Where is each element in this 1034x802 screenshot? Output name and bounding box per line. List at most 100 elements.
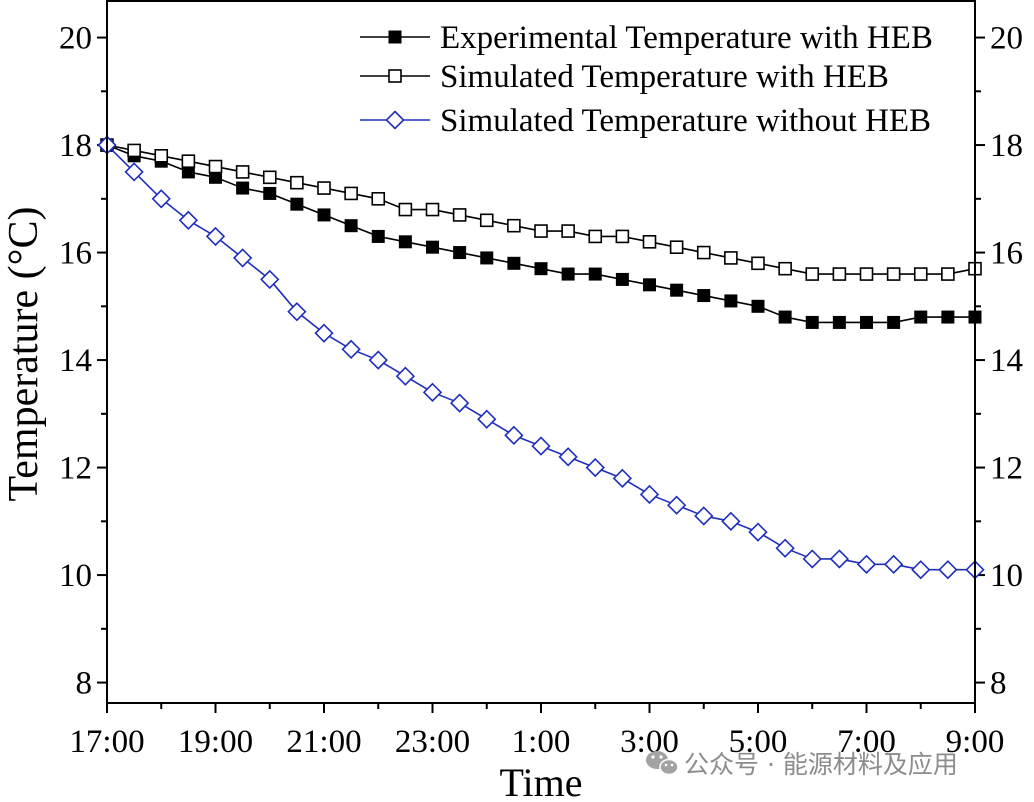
data-series [97, 135, 985, 580]
data-point-simulated-temperature-without-heb [721, 511, 741, 531]
plot-frame [106, 0, 976, 704]
wechat-icon-eye [670, 763, 674, 767]
legend-label-experimental-temperature-with-heb: Experimental Temperature with HEB [440, 20, 933, 56]
data-point-simulated-temperature-without-heb [639, 484, 660, 505]
legend-item-experimental-temperature-with-heb: Experimental Temperature with HEB [360, 20, 933, 56]
data-point-experimental-temperature-with-heb [805, 315, 819, 329]
y-tick-label-right: 18 [990, 128, 1023, 164]
data-point-simulated-temperature-without-heb [694, 506, 714, 526]
y-tick-label-right: 14 [990, 343, 1023, 379]
watermark: 公众号 · 能源材料及应用 [646, 750, 958, 779]
data-point-experimental-temperature-with-heb [751, 299, 765, 313]
x-tick-label: 9:00 [946, 724, 1005, 760]
x-tick-label: 5:00 [729, 724, 788, 760]
data-point-simulated-temperature-with-heb [371, 192, 386, 206]
data-point-simulated-temperature-with-heb [669, 240, 684, 254]
data-point-simulated-temperature-with-heb [751, 256, 765, 271]
y-tick-label-left: 14 [59, 343, 92, 379]
data-point-experimental-temperature-with-heb [426, 240, 439, 254]
data-point-experimental-temperature-with-heb [588, 267, 602, 281]
data-point-simulated-temperature-with-heb [696, 245, 711, 260]
data-point-experimental-temperature-with-heb [371, 229, 385, 243]
data-point-simulated-temperature-with-heb [127, 143, 141, 158]
data-point-simulated-temperature-without-heb [558, 447, 578, 467]
x-tick-label: 17:00 [69, 724, 144, 760]
y-tick-label-left: 20 [59, 21, 92, 57]
y-tick-label-right: 10 [990, 558, 1023, 594]
data-point-simulated-temperature-with-heb [588, 229, 603, 244]
data-point-experimental-temperature-with-heb [507, 256, 521, 270]
x-tick-label: 21:00 [286, 724, 361, 760]
data-point-simulated-temperature-without-heb [287, 302, 307, 322]
wechat-icon-eye [651, 755, 655, 759]
data-point-experimental-temperature-with-heb [941, 310, 955, 324]
legend-item-simulated-temperature-with-heb: Simulated Temperature with HEB [360, 59, 889, 95]
data-point-simulated-temperature-with-heb [724, 251, 738, 265]
data-point-simulated-temperature-with-heb [262, 170, 277, 185]
data-point-experimental-temperature-with-heb [670, 283, 684, 297]
wechat-icon-eye [659, 755, 663, 759]
data-point-simulated-temperature-with-heb [317, 181, 331, 195]
data-point-simulated-temperature-with-heb [235, 165, 250, 179]
data-point-experimental-temperature-with-heb [534, 262, 548, 276]
data-point-simulated-temperature-without-heb [314, 323, 334, 343]
data-point-simulated-temperature-without-heb [341, 339, 361, 359]
data-point-simulated-temperature-without-heb [883, 554, 904, 574]
data-point-experimental-temperature-with-heb [398, 235, 412, 249]
data-point-experimental-temperature-with-heb [263, 186, 277, 200]
wechat-icon [646, 751, 679, 776]
data-point-simulated-temperature-without-heb [477, 409, 497, 429]
data-point-simulated-temperature-without-heb [422, 382, 443, 402]
x-axis-title: Time [499, 760, 582, 802]
data-point-experimental-temperature-with-heb [778, 310, 792, 324]
data-point-experimental-temperature-with-heb [860, 315, 873, 329]
data-point-experimental-temperature-with-heb [643, 278, 656, 292]
x-tick-label: 7:00 [837, 724, 896, 760]
data-point-experimental-temperature-with-heb [615, 272, 629, 286]
data-point-simulated-temperature-with-heb [154, 149, 169, 163]
data-point-experimental-temperature-with-heb [344, 219, 358, 233]
data-point-simulated-temperature-without-heb [802, 549, 822, 569]
data-point-experimental-temperature-with-heb [887, 315, 901, 329]
data-point-experimental-temperature-with-heb [832, 315, 846, 329]
data-point-experimental-temperature-with-heb [236, 181, 250, 195]
data-point-experimental-temperature-with-heb [317, 208, 331, 222]
wechat-icon-bubble-small [659, 758, 679, 776]
data-point-experimental-temperature-with-heb [914, 310, 928, 324]
legend-marker-simulated-temperature-without-heb [385, 110, 405, 130]
y-tick-label-right: 16 [990, 236, 1023, 272]
data-point-simulated-temperature-with-heb [507, 218, 521, 233]
data-point-simulated-temperature-without-heb [504, 425, 524, 445]
data-point-simulated-temperature-with-heb [534, 224, 548, 238]
data-point-simulated-temperature-with-heb [208, 159, 223, 174]
legend-marker-simulated-temperature-with-heb [388, 69, 402, 83]
y-tick-label-left: 12 [59, 451, 92, 487]
data-point-simulated-temperature-with-heb [425, 202, 440, 217]
data-point-simulated-temperature-without-heb [178, 210, 199, 230]
x-tick-label: 23:00 [395, 724, 470, 760]
data-point-experimental-temperature-with-heb [561, 267, 575, 281]
data-point-simulated-temperature-with-heb [859, 267, 874, 281]
data-point-simulated-temperature-without-heb [260, 269, 280, 290]
data-point-simulated-temperature-without-heb [368, 350, 388, 370]
data-point-simulated-temperature-with-heb [290, 175, 304, 190]
data-point-simulated-temperature-with-heb [642, 235, 657, 249]
data-point-experimental-temperature-with-heb [290, 197, 304, 211]
data-point-simulated-temperature-with-heb [398, 202, 413, 217]
data-point-simulated-temperature-without-heb [856, 554, 877, 574]
x-tick-label: 1:00 [512, 724, 571, 760]
data-point-simulated-temperature-without-heb [911, 560, 931, 580]
legend-label-simulated-temperature-with-heb: Simulated Temperature with HEB [440, 59, 889, 95]
data-point-simulated-temperature-without-heb [151, 189, 171, 209]
data-point-simulated-temperature-without-heb [775, 538, 795, 558]
data-point-experimental-temperature-with-heb [724, 294, 738, 308]
y-tick-label-left: 10 [59, 558, 92, 594]
data-point-simulated-temperature-without-heb [666, 495, 687, 515]
data-point-simulated-temperature-with-heb [615, 229, 630, 244]
data-point-simulated-temperature-without-heb [748, 522, 768, 542]
data-point-simulated-temperature-without-heb [124, 162, 144, 182]
data-point-simulated-temperature-without-heb [585, 457, 605, 478]
data-point-simulated-temperature-without-heb [612, 468, 633, 488]
data-point-simulated-temperature-with-heb [344, 186, 358, 201]
